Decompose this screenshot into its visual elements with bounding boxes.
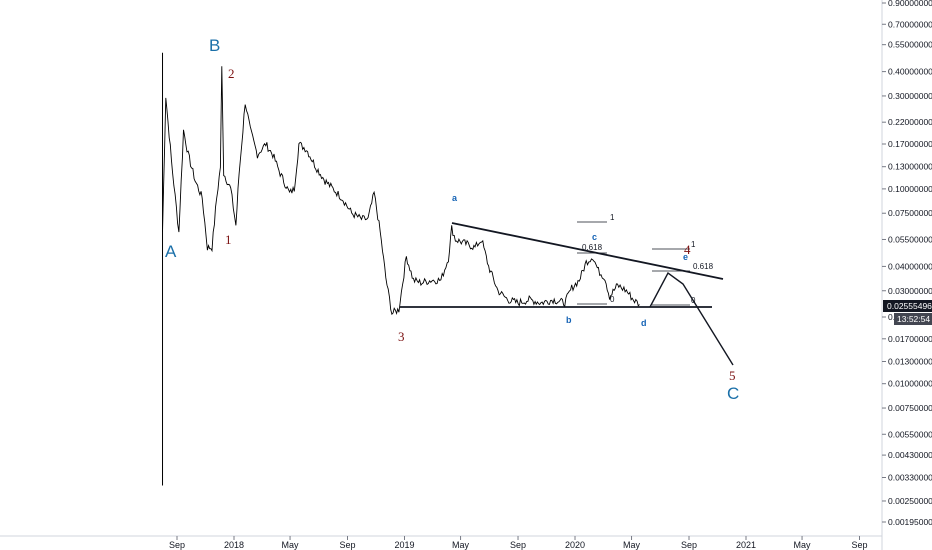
- x-tick-label: 2020: [565, 540, 585, 550]
- y-tick-label: 0.90000000: [888, 0, 932, 8]
- wave-label-1: 1: [225, 232, 232, 247]
- price-axis[interactable]: 0.90000000 0.70000000 0.55000000 0.40000000…: [882, 0, 932, 527]
- x-tick-label: May: [794, 540, 812, 550]
- y-tick-label: 0.00430000: [888, 450, 932, 460]
- x-tick-label: May: [452, 540, 470, 550]
- wave-label-3: 3: [398, 329, 405, 344]
- x-tick-label: 2019: [394, 540, 414, 550]
- countdown-badge: [894, 313, 932, 325]
- y-tick-label: 0.30000000: [888, 91, 932, 101]
- fib-label-0-right: 0: [691, 296, 696, 305]
- y-tick-label: 0.01700000: [888, 334, 932, 344]
- y-tick-label: 0.00250000: [888, 496, 932, 506]
- wave-drawings[interactable]: [400, 221, 734, 366]
- wave-label-d: d: [641, 318, 647, 328]
- x-tick-label: May: [282, 540, 300, 550]
- wave-label-b: b: [566, 315, 572, 325]
- y-tick-label: 0.03000000: [888, 286, 932, 296]
- x-tick-label: Sep: [852, 540, 868, 550]
- plot-area[interactable]: [0, 0, 883, 550]
- wave-label-4: 4: [684, 242, 691, 257]
- y-tick-label: 0.70000000: [888, 19, 932, 29]
- y-tick-label: 0.17000000: [888, 139, 932, 149]
- projected-wave-path[interactable]: [649, 271, 734, 366]
- y-tick-label: 0.10000000: [888, 184, 932, 194]
- fib-label-0618-right: 0.618: [693, 262, 714, 271]
- y-tick-label: 0.22000000: [888, 117, 932, 127]
- x-tick-label: May: [623, 540, 641, 550]
- fib-label-1-left: 1: [610, 213, 615, 222]
- y-tick-label: 0.13000000: [888, 162, 932, 172]
- fib-label-0-left: 0: [610, 295, 615, 304]
- wave-label-e: e: [683, 252, 688, 262]
- triangle-upper-trendline[interactable]: [451, 222, 724, 280]
- price-badges: 0.02555496 13:52:54: [883, 300, 932, 325]
- x-tick-label: Sep: [169, 540, 185, 550]
- y-tick-label: 0.00550000: [888, 429, 932, 439]
- wave-label-A: A: [165, 242, 177, 261]
- countdown-text: 13:52:54: [897, 314, 930, 324]
- wave-label-C: C: [727, 384, 739, 403]
- wave-label-a: a: [452, 193, 458, 203]
- y-tick-label: 0.01000000: [888, 379, 932, 389]
- wave-label-2: 2: [228, 66, 235, 81]
- y-tick-label: 0.05500000: [888, 234, 932, 244]
- y-tick-label: 0.00750000: [888, 403, 932, 413]
- fib-label-1-right: 1: [691, 240, 696, 249]
- price-series: [162, 52, 640, 486]
- last-price-text: 0.02555496: [887, 301, 932, 311]
- fib-label-0618-left: 0.618: [582, 243, 603, 252]
- y-tick-label: 0.04000000: [888, 261, 932, 271]
- x-tick-label: 2018: [224, 540, 244, 550]
- y-tick-label: 0.01300000: [888, 356, 932, 366]
- last-price-badge: [883, 300, 932, 312]
- price-line[interactable]: [162, 66, 640, 316]
- y-tick-label: 0.55000000: [888, 40, 932, 50]
- wave-label-B: B: [209, 36, 220, 55]
- x-tick-label: 2021: [736, 540, 756, 550]
- y-tick-label: 0.00195000: [888, 517, 932, 527]
- wave-label-5: 5: [729, 368, 736, 383]
- wave-label-c: c: [592, 232, 597, 242]
- wave-labels: A B C 1 2 3 4 5 a b c d e 1 0.618 0 1 0.…: [165, 36, 739, 403]
- y-tick-label: 0.40000000: [888, 67, 932, 77]
- x-tick-label: Sep: [681, 540, 697, 550]
- time-axis[interactable]: Sep 2018 May Sep 2019 May Sep 2020 May Sep 2021 May…: [169, 536, 868, 550]
- x-tick-label: Sep: [340, 540, 356, 550]
- y-tick-label: 0.00330000: [888, 472, 932, 482]
- x-tick-label: Sep: [510, 540, 526, 550]
- y-tick-label: 0.07500000: [888, 208, 932, 218]
